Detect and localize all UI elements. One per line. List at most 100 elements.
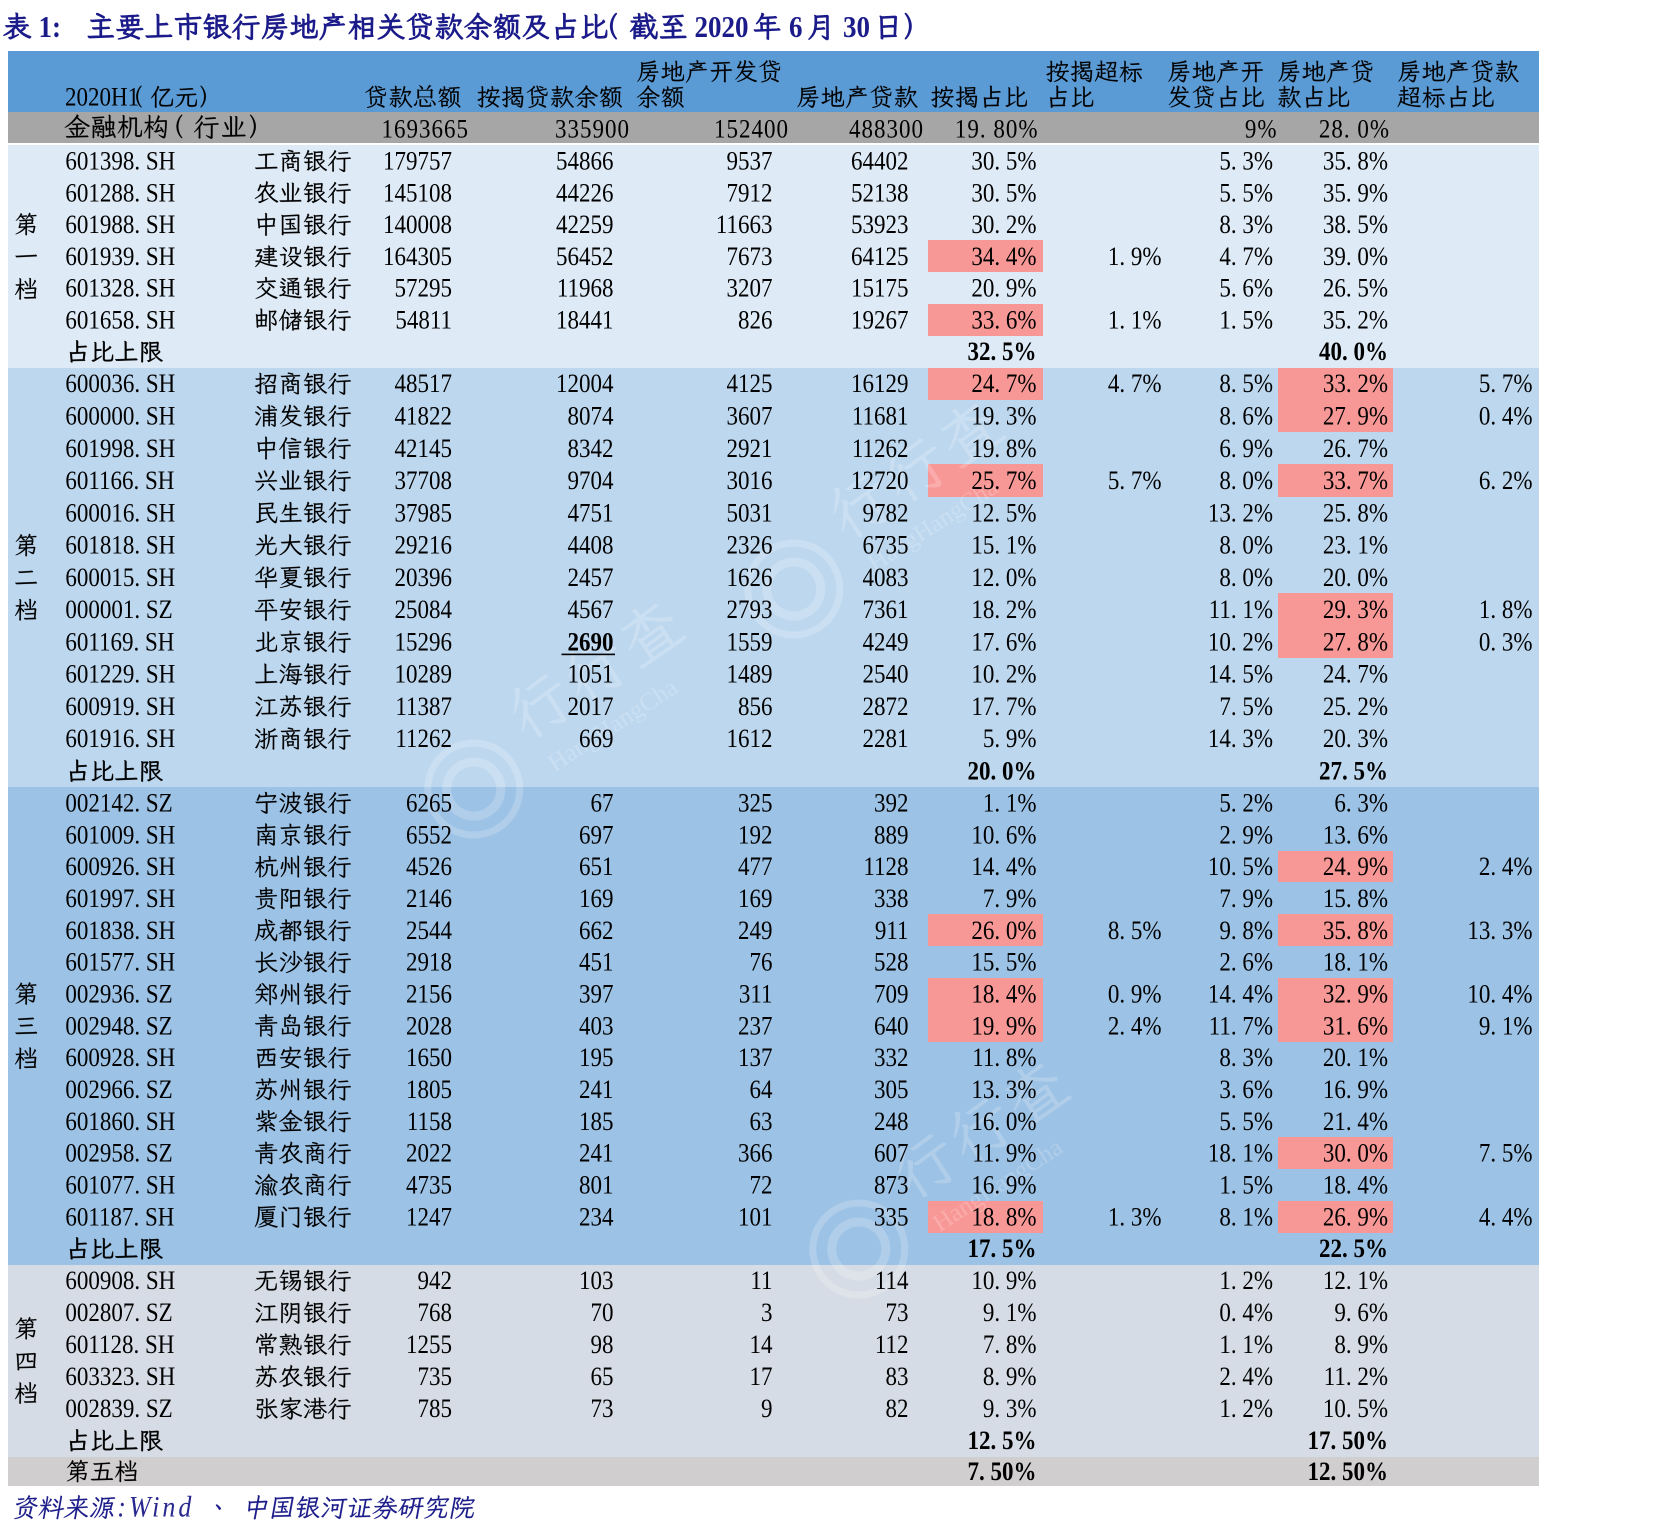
svg-text:601328. SH: 601328. SH bbox=[65, 274, 175, 303]
svg-text:601009. SH: 601009. SH bbox=[65, 821, 175, 850]
svg-text:28. 0%: 28. 0% bbox=[1319, 115, 1390, 144]
svg-text:83: 83 bbox=[886, 1363, 909, 1392]
svg-text:234: 234 bbox=[579, 1203, 613, 1232]
svg-text:169: 169 bbox=[738, 885, 772, 914]
svg-text:16. 9%: 16. 9% bbox=[1323, 1076, 1388, 1105]
svg-text:26. 7%: 26. 7% bbox=[1323, 434, 1388, 463]
svg-text:8. 5%: 8. 5% bbox=[1108, 917, 1162, 946]
svg-text:73: 73 bbox=[886, 1299, 909, 1328]
svg-text:14: 14 bbox=[750, 1331, 773, 1360]
svg-text:477: 477 bbox=[738, 853, 772, 882]
svg-text:44226: 44226 bbox=[556, 179, 613, 208]
svg-text:15. 8%: 15. 8% bbox=[1323, 885, 1388, 914]
svg-text:20. 9%: 20. 9% bbox=[971, 274, 1036, 303]
svg-text:7. 5%: 7. 5% bbox=[1219, 693, 1273, 722]
svg-text:601169. SH: 601169. SH bbox=[65, 628, 174, 657]
svg-text:6735: 6735 bbox=[863, 531, 909, 560]
svg-text:98: 98 bbox=[591, 1331, 614, 1360]
svg-text:10. 2%: 10. 2% bbox=[971, 660, 1036, 689]
svg-text:7673: 7673 bbox=[727, 243, 773, 272]
svg-text:2028: 2028 bbox=[406, 1012, 452, 1041]
svg-text:601398. SH: 601398. SH bbox=[65, 147, 175, 176]
svg-text:20. 1%: 20. 1% bbox=[1323, 1044, 1388, 1073]
svg-text:25. 8%: 25. 8% bbox=[1323, 499, 1388, 528]
svg-text:19267: 19267 bbox=[851, 306, 908, 335]
svg-text:64125: 64125 bbox=[851, 243, 908, 272]
svg-text:20. 0%: 20. 0% bbox=[1323, 563, 1388, 592]
svg-text:9. 8%: 9. 8% bbox=[1219, 917, 1273, 946]
svg-text:9%: 9% bbox=[1245, 115, 1278, 144]
svg-text:1. 9%: 1. 9% bbox=[1108, 243, 1162, 272]
svg-text:6: 6 bbox=[789, 10, 802, 44]
svg-text:9704: 9704 bbox=[568, 467, 614, 496]
svg-text:12720: 12720 bbox=[851, 467, 908, 496]
svg-text:601916. SH: 601916. SH bbox=[65, 725, 175, 754]
svg-text:67: 67 bbox=[591, 789, 614, 818]
svg-text:11262: 11262 bbox=[852, 434, 909, 463]
svg-text:1. 3%: 1. 3% bbox=[1108, 1203, 1162, 1232]
svg-text:25. 7%: 25. 7% bbox=[971, 467, 1036, 496]
svg-text:5. 5%: 5. 5% bbox=[1219, 179, 1273, 208]
svg-text:179757: 179757 bbox=[383, 147, 452, 176]
svg-text:23. 1%: 23. 1% bbox=[1323, 531, 1388, 560]
svg-text:249: 249 bbox=[738, 917, 772, 946]
svg-text:2. 4%: 2. 4% bbox=[1479, 853, 1533, 882]
svg-text:7. 9%: 7. 9% bbox=[983, 885, 1037, 914]
svg-text:601988. SH: 601988. SH bbox=[65, 211, 175, 240]
svg-text:48517: 48517 bbox=[395, 370, 452, 399]
svg-text:1. 5%: 1. 5% bbox=[1219, 1171, 1273, 1200]
svg-text:32. 9%: 32. 9% bbox=[1323, 980, 1388, 1009]
svg-text:2326: 2326 bbox=[727, 531, 773, 560]
svg-text:137: 137 bbox=[738, 1044, 772, 1073]
svg-text:332: 332 bbox=[874, 1044, 908, 1073]
svg-text:305: 305 bbox=[874, 1076, 908, 1105]
svg-text:735: 735 bbox=[418, 1363, 452, 1392]
svg-text:18. 1%: 18. 1% bbox=[1323, 948, 1388, 977]
svg-text:2. 4%: 2. 4% bbox=[1219, 1363, 1273, 1392]
svg-text:8074: 8074 bbox=[568, 402, 614, 431]
svg-text:195: 195 bbox=[579, 1044, 613, 1073]
svg-text:12004: 12004 bbox=[556, 370, 613, 399]
svg-text:2146: 2146 bbox=[406, 885, 452, 914]
svg-text:27. 9%: 27. 9% bbox=[1323, 402, 1388, 431]
svg-text:30: 30 bbox=[843, 10, 870, 44]
svg-text:2. 6%: 2. 6% bbox=[1219, 948, 1273, 977]
svg-text:20396: 20396 bbox=[395, 563, 452, 592]
svg-text:5. 3%: 5. 3% bbox=[1219, 147, 1273, 176]
svg-text:13. 2%: 13. 2% bbox=[1208, 499, 1273, 528]
svg-text:33. 7%: 33. 7% bbox=[1323, 467, 1388, 496]
svg-text:600015. SH: 600015. SH bbox=[65, 563, 175, 592]
svg-text:11. 2%: 11. 2% bbox=[1324, 1363, 1388, 1392]
svg-text:35. 8%: 35. 8% bbox=[1323, 917, 1388, 946]
svg-text:392: 392 bbox=[874, 789, 908, 818]
svg-text:768: 768 bbox=[418, 1299, 452, 1328]
svg-text:42259: 42259 bbox=[556, 211, 613, 240]
svg-text:4083: 4083 bbox=[863, 563, 909, 592]
svg-text:53923: 53923 bbox=[851, 211, 908, 240]
svg-text:4. 4%: 4. 4% bbox=[1479, 1203, 1533, 1232]
svg-text:70: 70 bbox=[591, 1299, 614, 1328]
svg-text:30. 2%: 30. 2% bbox=[971, 211, 1036, 240]
svg-text:1. 1%: 1. 1% bbox=[1219, 1331, 1273, 1360]
svg-text:9. 1%: 9. 1% bbox=[983, 1299, 1037, 1328]
svg-text:8. 5%: 8. 5% bbox=[1219, 370, 1273, 399]
svg-text:18. 4%: 18. 4% bbox=[971, 980, 1036, 1009]
svg-text:30. 0%: 30. 0% bbox=[1323, 1139, 1388, 1168]
svg-text:7. 5%: 7. 5% bbox=[1479, 1139, 1533, 1168]
svg-text:12. 5%: 12. 5% bbox=[968, 1427, 1037, 1456]
svg-text:8. 0%: 8. 0% bbox=[1219, 563, 1273, 592]
svg-text:600919. SH: 600919. SH bbox=[65, 693, 175, 722]
svg-text:600016. SH: 600016. SH bbox=[65, 499, 175, 528]
svg-text:801: 801 bbox=[579, 1171, 613, 1200]
svg-text:12. 1%: 12. 1% bbox=[1323, 1267, 1388, 1296]
svg-text:11968: 11968 bbox=[557, 274, 614, 303]
svg-text:26. 9%: 26. 9% bbox=[1323, 1203, 1388, 1232]
svg-text:5. 7%: 5. 7% bbox=[1479, 370, 1533, 399]
svg-text:600928. SH: 600928. SH bbox=[65, 1044, 175, 1073]
svg-text:12. 0%: 12. 0% bbox=[971, 563, 1036, 592]
svg-text:601128. SH: 601128. SH bbox=[65, 1331, 174, 1360]
svg-text:14. 5%: 14. 5% bbox=[1208, 660, 1273, 689]
svg-text:57295: 57295 bbox=[395, 274, 452, 303]
svg-text:39. 0%: 39. 0% bbox=[1323, 243, 1388, 272]
svg-text:669: 669 bbox=[579, 725, 613, 754]
